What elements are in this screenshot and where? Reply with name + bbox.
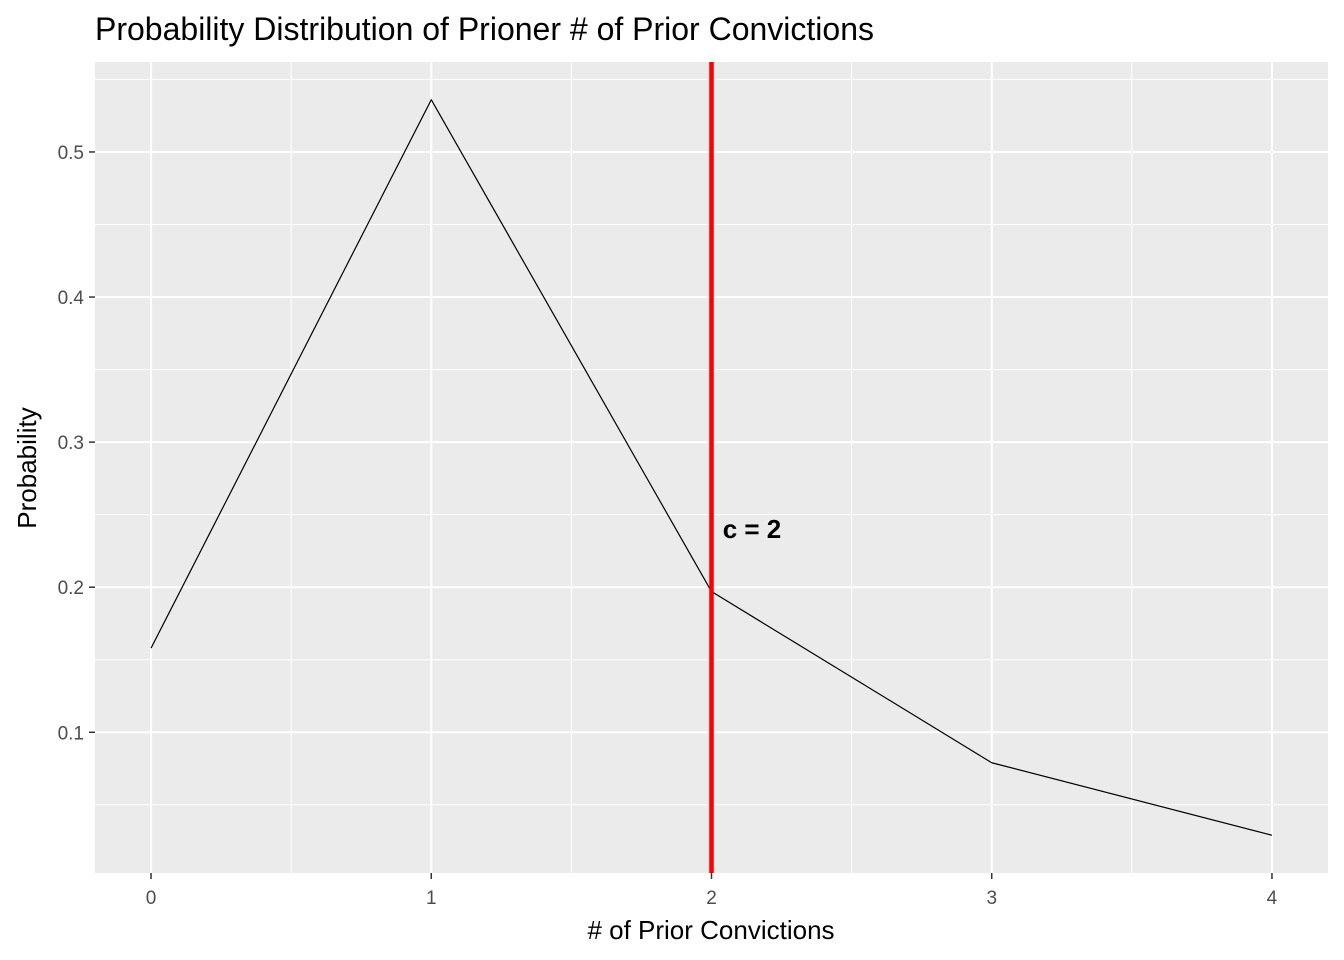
x-tick-label: 1	[426, 888, 437, 909]
chart-title: Probability Distribution of Prioner # of…	[95, 11, 874, 47]
annotation-layer: c = 2	[723, 514, 782, 544]
x-axis-title: # of Prior Convictions	[587, 915, 834, 945]
x-tick-label: 4	[1267, 888, 1278, 909]
y-axis: 0.1 0.2 0.3 0.4 0.5	[58, 143, 95, 744]
x-tick-label: 3	[986, 888, 997, 909]
x-tick-label: 0	[146, 888, 157, 909]
y-tick-label: 0.5	[58, 143, 84, 164]
y-tick-label: 0.2	[58, 578, 84, 599]
y-tick-label: 0.1	[58, 723, 84, 744]
y-tick-label: 0.4	[58, 288, 85, 309]
x-tick-label: 2	[706, 888, 717, 909]
x-axis: 0 1 2 3 4	[146, 873, 1278, 909]
y-tick-label: 0.3	[58, 433, 84, 454]
annotation-label: c = 2	[723, 514, 782, 544]
y-axis-title: Probability	[12, 407, 42, 528]
